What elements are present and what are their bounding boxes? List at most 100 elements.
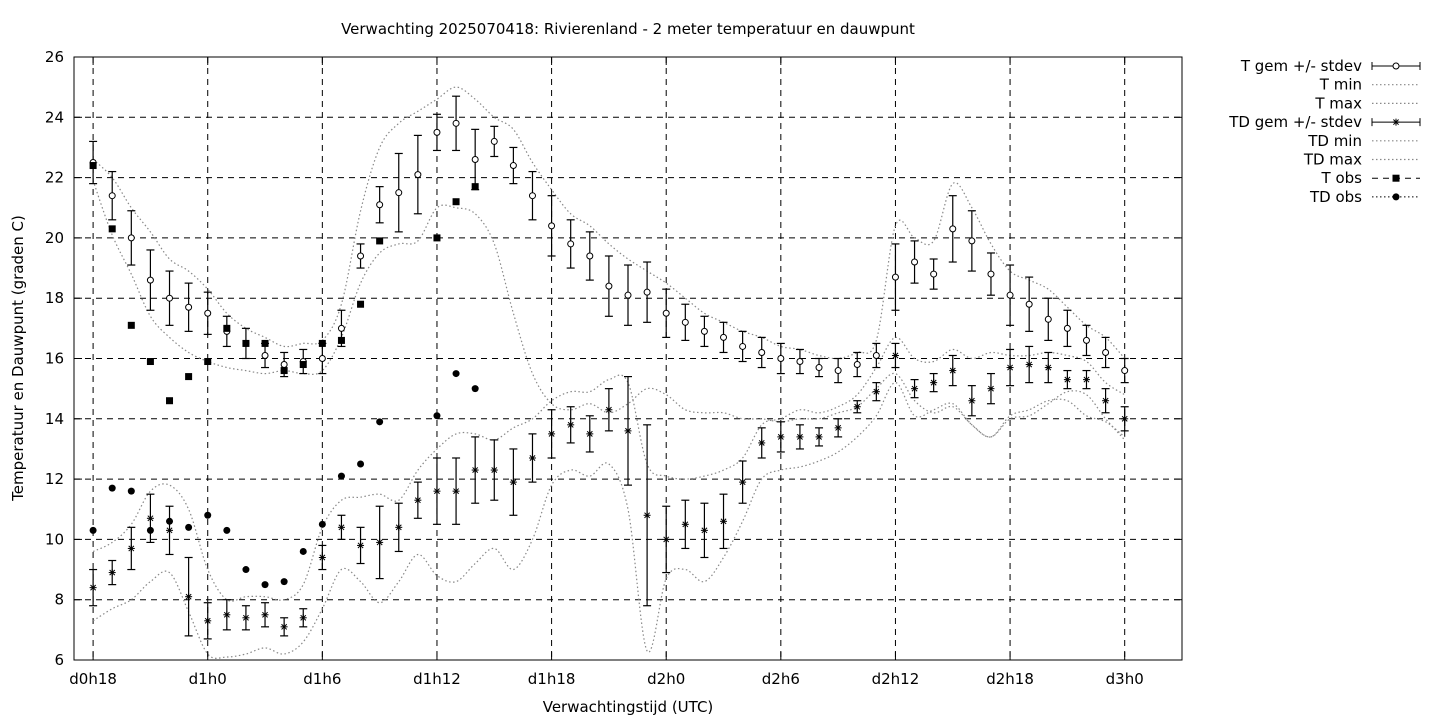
legend-label: TD min xyxy=(1307,132,1362,150)
t-mean-point xyxy=(987,270,995,278)
legend-label: TD max xyxy=(1303,151,1362,169)
y-tick-label: 8 xyxy=(54,591,64,609)
t-mean-point xyxy=(834,367,842,375)
t-mean-point xyxy=(586,252,594,260)
td-mean-point xyxy=(242,614,250,622)
t-mean-point xyxy=(490,137,498,145)
legend-marker xyxy=(1392,62,1400,70)
t-mean-point xyxy=(872,351,880,359)
td-obs-point xyxy=(204,511,212,519)
x-tick-label: d1h6 xyxy=(303,670,341,688)
td-mean-point xyxy=(108,569,116,577)
td-mean-point-stroke xyxy=(949,367,956,374)
td-mean-point-stroke xyxy=(262,611,268,618)
envelope-td-min xyxy=(92,381,1126,659)
td-mean-point-stroke xyxy=(663,536,670,543)
y-tick-label: 20 xyxy=(45,229,64,247)
td-obs-point xyxy=(185,523,193,531)
t-obs-point xyxy=(318,339,326,347)
td-mean-point-stroke xyxy=(395,524,402,531)
x-tick-label: d1h18 xyxy=(528,670,576,688)
t-obs-point xyxy=(433,234,441,242)
td-obs-point xyxy=(108,484,116,492)
td-mean-point-stroke xyxy=(472,467,479,474)
t-obs-point xyxy=(261,339,269,347)
t-obs-point xyxy=(146,358,154,366)
td-mean-point xyxy=(624,427,632,435)
td-mean-point-stroke xyxy=(911,385,918,392)
y-tick-label: 22 xyxy=(45,169,64,187)
axis-ticks: 6 8 10 12 14 16 18 20 22 24 26 d0h18 d1h0 d1h6 d1h12 d1… xyxy=(45,48,1182,688)
td-mean-point-stroke xyxy=(873,388,880,395)
td-mean-point-stroke xyxy=(548,430,555,437)
y-axis-label: Temperatuur en Dauwpunt (graden C) xyxy=(9,215,27,502)
td-mean-point xyxy=(643,511,651,519)
td-mean-point xyxy=(433,487,441,495)
x-axis-label: Verwachtingstijd (UTC) xyxy=(543,698,714,716)
t-mean-point xyxy=(853,361,861,369)
t-obs-point xyxy=(204,358,212,366)
x-tick-label: d3h0 xyxy=(1106,670,1144,688)
td-mean-point-stroke xyxy=(166,527,173,534)
td-mean-point xyxy=(452,487,460,495)
td-mean-point xyxy=(872,388,880,396)
td-mean-point xyxy=(185,593,193,601)
t-mean-point xyxy=(700,327,708,335)
td-obs-point xyxy=(242,566,250,574)
td-mean-point-stroke xyxy=(1121,415,1128,422)
td-mean-point xyxy=(299,614,307,622)
y-tick-label: 10 xyxy=(45,530,64,548)
y-tick-label: 6 xyxy=(54,651,64,669)
td-mean-point-stroke xyxy=(204,617,211,624)
td-obs-point xyxy=(357,460,365,468)
td-mean-point xyxy=(490,466,498,474)
t-mean-point xyxy=(548,222,556,230)
td-mean-point-stroke xyxy=(1026,361,1033,368)
t-mean-point xyxy=(204,309,212,317)
td-obs-point xyxy=(280,578,288,586)
td-mean-point-stroke xyxy=(835,424,842,431)
t-mean-point xyxy=(127,234,135,242)
td-mean-point-stroke xyxy=(376,539,383,546)
t-mean-point xyxy=(376,201,384,209)
x-tick-label: d2h12 xyxy=(872,670,920,688)
t-mean-point xyxy=(261,351,269,359)
td-mean-point xyxy=(586,430,594,438)
td-obs-point xyxy=(299,547,307,555)
td-obs-point xyxy=(433,412,441,420)
td-mean-point-stroke xyxy=(529,455,536,461)
observations xyxy=(89,162,479,589)
t-mean-point xyxy=(395,189,403,197)
td-mean-point xyxy=(548,430,556,438)
legend-label: T max xyxy=(1314,94,1362,112)
t-obs-point xyxy=(242,339,250,347)
t-obs-point xyxy=(299,361,307,369)
td-mean-point-stroke xyxy=(109,569,116,576)
x-tick-label: d1h12 xyxy=(413,670,461,688)
td-mean-point xyxy=(777,433,785,441)
td-mean-point-stroke xyxy=(434,488,440,495)
t-mean-point xyxy=(471,156,479,164)
td-mean-point-stroke xyxy=(930,379,937,386)
td-mean-point-stroke xyxy=(701,527,708,534)
td-mean-point-stroke xyxy=(223,611,230,618)
legend-marker xyxy=(1392,118,1400,126)
t-mean-point xyxy=(777,355,785,362)
td-obs-point xyxy=(146,526,154,534)
td-mean-point-stroke xyxy=(796,433,803,440)
td-mean-point xyxy=(471,466,479,474)
td-mean-point xyxy=(1102,397,1110,405)
td-mean-point-stroke xyxy=(586,430,593,437)
legend-marker xyxy=(1392,193,1400,201)
td-mean-point-stroke xyxy=(1045,364,1052,371)
t-obs-point xyxy=(280,367,288,375)
td-mean-point-stroke xyxy=(567,421,574,428)
x-tick-label: d2h6 xyxy=(762,670,800,688)
t-mean-point xyxy=(930,270,938,278)
t-mean-point xyxy=(605,282,613,290)
t-mean-point xyxy=(414,171,422,179)
t-mean-point xyxy=(1063,324,1071,332)
t-obs-point xyxy=(452,198,460,206)
td-mean-point xyxy=(949,367,957,375)
